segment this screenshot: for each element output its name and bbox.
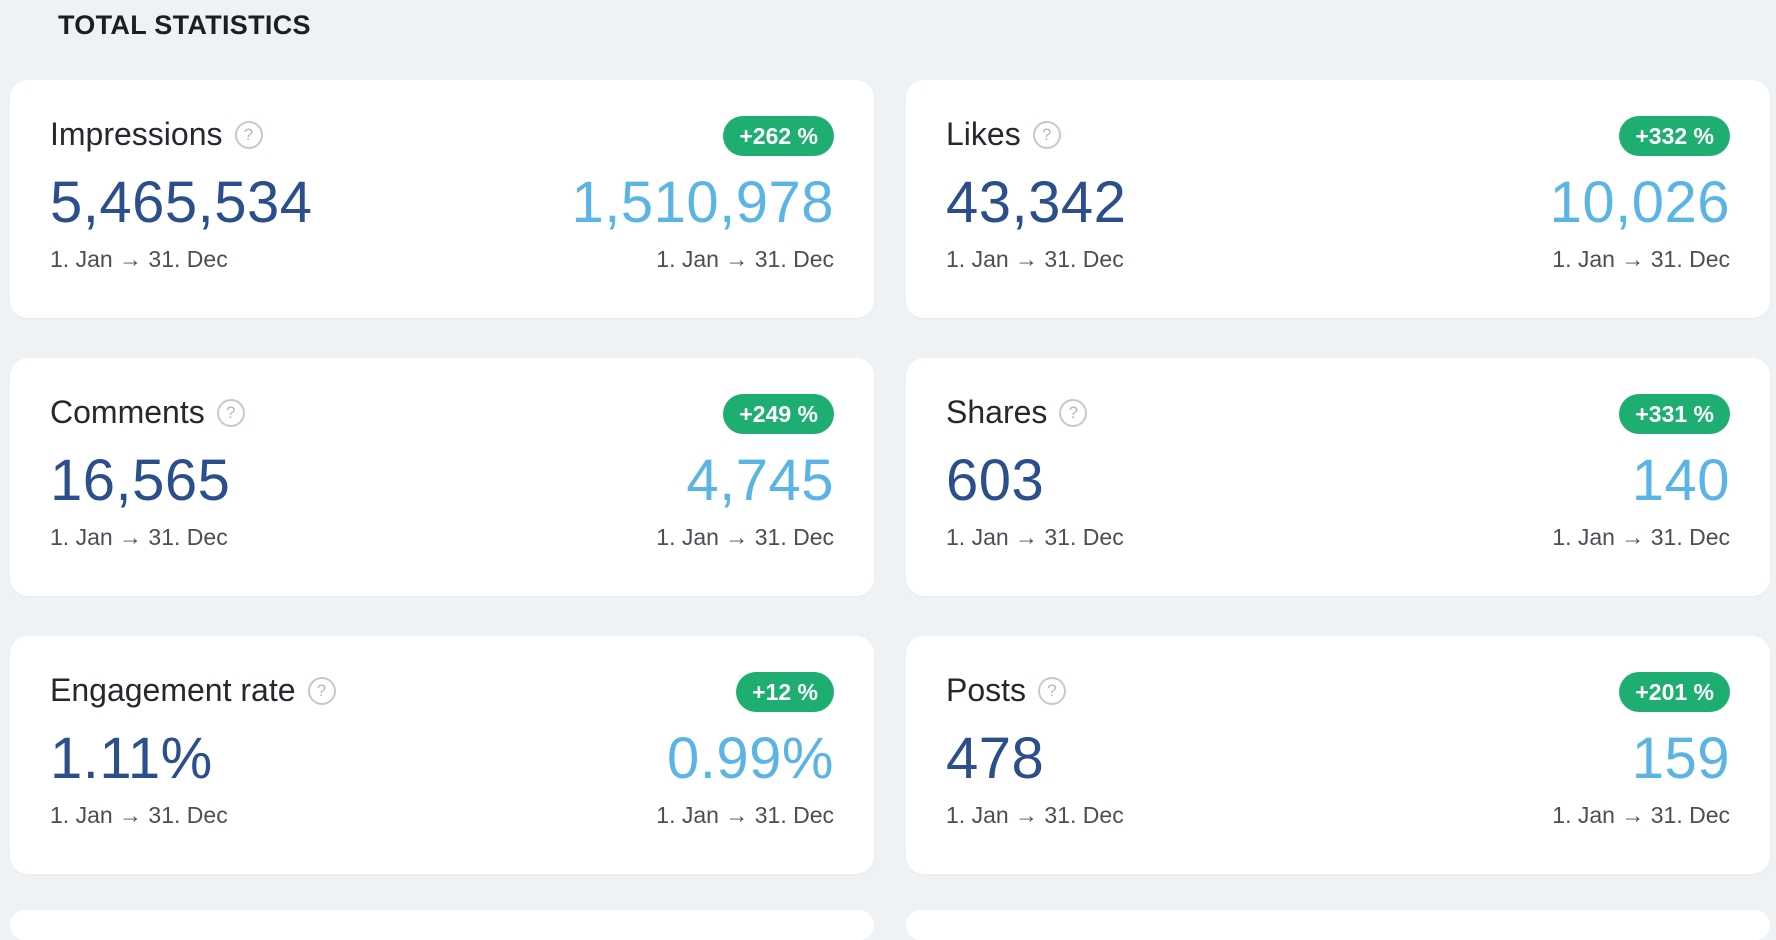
change-badge: +12 % bbox=[736, 672, 834, 712]
previous-value: 10,026 bbox=[1549, 170, 1730, 235]
metric-title: Engagement rate bbox=[50, 672, 296, 708]
previous-period: 1. Jan → 31. Dec bbox=[656, 524, 834, 550]
previous-period: 1. Jan → 31. Dec bbox=[1552, 802, 1730, 828]
metric-title: Comments bbox=[50, 394, 205, 430]
next-card-peek bbox=[906, 910, 1770, 940]
previous-value: 140 bbox=[1631, 448, 1730, 513]
current-value: 478 bbox=[946, 726, 1045, 791]
help-icon[interactable]: ? bbox=[234, 120, 263, 149]
change-badge: +262 % bbox=[723, 116, 834, 156]
previous-period: 1. Jan → 31. Dec bbox=[1552, 524, 1730, 550]
previous-value: 4,745 bbox=[686, 448, 834, 513]
card-header: Impressions ? bbox=[50, 116, 263, 153]
stat-card-posts: Posts ? +201 % 478 159 1. Jan → 31. Dec … bbox=[906, 636, 1770, 874]
change-badge: +249 % bbox=[723, 394, 834, 434]
current-value: 43,342 bbox=[946, 170, 1127, 235]
previous-period: 1. Jan → 31. Dec bbox=[656, 802, 834, 828]
help-icon[interactable]: ? bbox=[1059, 398, 1088, 427]
metric-title: Likes bbox=[946, 116, 1021, 152]
change-badge: +201 % bbox=[1619, 672, 1730, 712]
change-badge: +331 % bbox=[1619, 394, 1730, 434]
current-value: 16,565 bbox=[50, 448, 231, 513]
stat-card-likes: Likes ? +332 % 43,342 10,026 1. Jan → 31… bbox=[906, 80, 1770, 318]
previous-value: 159 bbox=[1631, 726, 1730, 791]
card-header: Posts ? bbox=[946, 672, 1067, 709]
help-icon[interactable]: ? bbox=[1038, 676, 1067, 705]
previous-value: 1,510,978 bbox=[571, 170, 834, 235]
metric-title: Shares bbox=[946, 394, 1048, 430]
previous-value: 0.99% bbox=[667, 726, 834, 791]
next-card-peek bbox=[10, 910, 874, 940]
card-header: Likes ? bbox=[946, 116, 1061, 153]
current-period: 1. Jan → 31. Dec bbox=[50, 524, 228, 550]
card-header: Shares ? bbox=[946, 394, 1088, 431]
stat-card-comments: Comments ? +249 % 16,565 4,745 1. Jan → … bbox=[10, 358, 874, 596]
metric-title: Impressions bbox=[50, 116, 223, 152]
help-icon[interactable]: ? bbox=[1032, 120, 1061, 149]
card-header: Engagement rate ? bbox=[50, 672, 336, 709]
help-icon[interactable]: ? bbox=[307, 676, 336, 705]
metric-title: Posts bbox=[946, 672, 1027, 708]
current-value: 5,465,534 bbox=[50, 170, 313, 235]
current-period: 1. Jan → 31. Dec bbox=[946, 802, 1124, 828]
help-icon[interactable]: ? bbox=[216, 398, 245, 427]
current-period: 1. Jan → 31. Dec bbox=[50, 246, 228, 272]
current-period: 1. Jan → 31. Dec bbox=[946, 524, 1124, 550]
stat-card-impressions: Impressions ? +262 % 5,465,534 1,510,978… bbox=[10, 80, 874, 318]
statistics-grid: Impressions ? +262 % 5,465,534 1,510,978… bbox=[10, 80, 1770, 874]
previous-period: 1. Jan → 31. Dec bbox=[1552, 246, 1730, 272]
previous-period: 1. Jan → 31. Dec bbox=[656, 246, 834, 272]
section-title: TOTAL STATISTICS bbox=[58, 10, 311, 40]
current-value: 603 bbox=[946, 448, 1045, 513]
card-header: Comments ? bbox=[50, 394, 245, 431]
current-period: 1. Jan → 31. Dec bbox=[50, 802, 228, 828]
current-period: 1. Jan → 31. Dec bbox=[946, 246, 1124, 272]
change-badge: +332 % bbox=[1619, 116, 1730, 156]
current-value: 1.11% bbox=[50, 726, 213, 791]
stat-card-engagement-rate: Engagement rate ? +12 % 1.11% 0.99% 1. J… bbox=[10, 636, 874, 874]
stat-card-shares: Shares ? +331 % 603 140 1. Jan → 31. Dec… bbox=[906, 358, 1770, 596]
